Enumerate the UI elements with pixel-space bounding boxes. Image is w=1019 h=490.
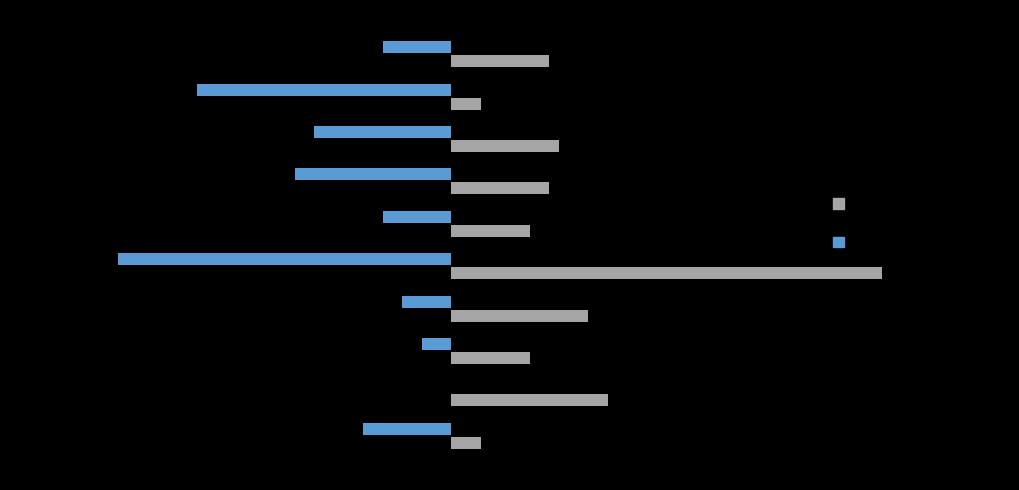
Bar [450,310,588,321]
Bar [118,253,450,265]
Bar [382,211,450,223]
Bar [294,169,450,180]
Bar [422,338,450,350]
Bar [382,41,450,53]
Bar [197,84,450,96]
Bar [450,182,548,195]
Bar [450,352,529,364]
Bar [450,55,548,67]
Bar [450,98,480,110]
Bar [314,126,450,138]
Bar [450,267,881,279]
Bar [833,198,843,209]
Bar [450,225,529,237]
Bar [363,423,450,435]
Bar [401,295,450,308]
Bar [450,437,480,449]
Bar [833,237,843,247]
Bar [450,140,558,152]
Bar [450,394,607,406]
